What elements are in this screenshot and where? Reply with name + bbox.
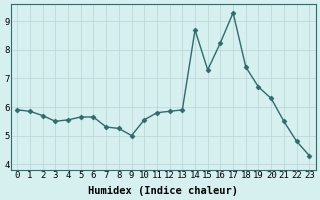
- X-axis label: Humidex (Indice chaleur): Humidex (Indice chaleur): [88, 186, 238, 196]
